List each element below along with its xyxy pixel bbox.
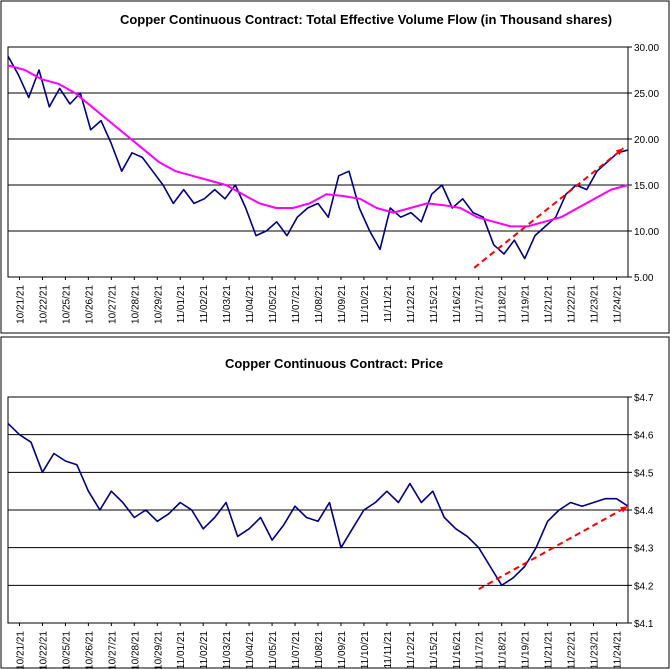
trend-line xyxy=(478,505,629,590)
volume-flow-chart: Copper Continuous Contract: Total Effect… xyxy=(0,0,670,334)
x-tick-label: 11/10/21 xyxy=(360,285,371,324)
y-tick-label: $4.4 xyxy=(634,506,654,517)
x-tick-label: 11/18/21 xyxy=(498,631,509,669)
y-tick-label: 20.00 xyxy=(634,135,659,146)
x-tick-label: 11/04/21 xyxy=(245,285,256,324)
x-tick-label: 11/04/21 xyxy=(245,631,256,669)
x-tick-label: 10/27/21 xyxy=(107,285,118,324)
panel-border xyxy=(0,336,670,669)
gridlines xyxy=(8,434,628,586)
x-tick-label: 11/12/21 xyxy=(406,285,417,324)
y-tick-label: 10.00 xyxy=(634,227,659,238)
x-tick-label: 10/26/21 xyxy=(84,631,95,669)
x-tick-label: 11/03/21 xyxy=(222,631,233,669)
y-tick-label: $4.6 xyxy=(634,431,654,442)
x-tick-label: 11/10/21 xyxy=(360,631,371,669)
x-tick-label: 11/12/21 xyxy=(406,631,417,669)
y-tick-label: 30.00 xyxy=(634,43,659,54)
x-tick-label: 10/26/21 xyxy=(84,285,95,324)
x-tick-label: 11/16/21 xyxy=(452,631,463,669)
trend-line xyxy=(473,147,625,269)
x-tick-label: 11/19/21 xyxy=(521,631,532,669)
y-axis-ticks: $4.1 $4.2 $4.3 $4.4 $4.5 $4.6 $4.7 xyxy=(628,393,654,630)
x-tick-label: 11/15/21 xyxy=(429,285,440,324)
x-tick-label: 11/24/21 xyxy=(613,631,624,669)
y-tick-label: 5.00 xyxy=(634,273,654,284)
x-tick-label: 11/17/21 xyxy=(475,631,486,669)
x-tick-label: 10/21/21 xyxy=(15,285,26,324)
trend-arrowhead xyxy=(620,506,628,513)
x-tick-label: 11/18/21 xyxy=(498,285,509,324)
x-tick-label: 11/08/21 xyxy=(314,631,325,669)
x-tick-label: 10/28/21 xyxy=(130,631,141,669)
price-chart: Copper Continuous Contract: Price $4.1$4… xyxy=(0,336,670,669)
x-tick-label: 11/22/21 xyxy=(567,285,578,324)
x-tick-label: 11/05/21 xyxy=(268,285,279,324)
x-tick-label: 10/29/21 xyxy=(153,631,164,669)
y-tick-label: 25.00 xyxy=(634,89,659,100)
panel-border xyxy=(0,0,670,334)
x-tick-label: 11/02/21 xyxy=(199,631,210,669)
y-tick-label: $4.2 xyxy=(634,581,654,592)
x-axis-ticks: 10/21/21 10/22/21 10/25/21 10/26/21 10/27/21… xyxy=(15,623,624,669)
x-tick-label: 11/23/21 xyxy=(590,285,601,324)
x-tick-label: 11/23/21 xyxy=(590,631,601,669)
chart-title: Copper Continuous Contract: Price xyxy=(225,356,443,371)
x-tick-label: 11/02/21 xyxy=(199,285,210,324)
gridlines xyxy=(8,92,628,232)
series-lines xyxy=(7,422,629,590)
x-tick-label: 11/16/21 xyxy=(452,285,463,324)
trend-arrowhead xyxy=(615,148,624,156)
x-tick-label: 11/07/21 xyxy=(291,285,302,324)
y-tick-label: $4.7 xyxy=(634,393,654,404)
x-tick-label: 11/24/21 xyxy=(613,285,624,324)
x-tick-label: 11/07/21 xyxy=(291,631,302,669)
x-tick-label: 11/19/21 xyxy=(521,285,532,324)
x-tick-label: 11/09/21 xyxy=(337,285,348,324)
x-tick-label: 11/17/21 xyxy=(475,285,486,324)
y-axis-ticks: 5.00 10.00 15.00 20.00 25.00 30.00 xyxy=(628,43,659,284)
y-tick-label: 15.00 xyxy=(634,181,659,192)
series-line-primary xyxy=(7,55,629,260)
series-line-primary xyxy=(7,422,629,587)
y-tick-label: $4.5 xyxy=(634,468,654,479)
y-tick-label: $4.3 xyxy=(634,544,654,555)
x-tick-label: 11/15/21 xyxy=(429,631,440,669)
x-tick-label: 11/01/21 xyxy=(176,631,187,669)
x-tick-label: 10/28/21 xyxy=(130,285,141,324)
x-tick-label: 10/29/21 xyxy=(153,285,164,324)
x-tick-label: 10/25/21 xyxy=(61,631,72,669)
x-tick-label: 11/01/21 xyxy=(176,285,187,324)
x-tick-label: 10/25/21 xyxy=(61,285,72,324)
x-tick-label: 11/21/21 xyxy=(544,631,555,669)
x-tick-label: 11/21/21 xyxy=(544,285,555,324)
x-tick-label: 11/09/21 xyxy=(337,631,348,669)
x-tick-label: 11/11/21 xyxy=(383,285,394,323)
x-tick-label: 11/11/21 xyxy=(383,631,394,669)
chart-title: Copper Continuous Contract: Total Effect… xyxy=(120,12,612,27)
x-tick-label: 10/27/21 xyxy=(107,631,118,669)
x-tick-label: 10/22/21 xyxy=(38,285,49,324)
x-tick-label: 11/05/21 xyxy=(268,631,279,669)
x-tick-label: 10/22/21 xyxy=(38,631,49,669)
series-lines xyxy=(7,55,629,269)
x-tick-label: 11/22/21 xyxy=(567,631,578,669)
x-tick-label: 11/08/21 xyxy=(314,285,325,324)
x-tick-label: 11/03/21 xyxy=(222,285,233,324)
x-tick-label: 10/21/21 xyxy=(15,631,26,669)
y-tick-label: $4.1 xyxy=(634,619,654,630)
x-axis-ticks: 10/21/21 10/22/21 10/25/21 10/26/21 10/27/21… xyxy=(15,277,624,324)
